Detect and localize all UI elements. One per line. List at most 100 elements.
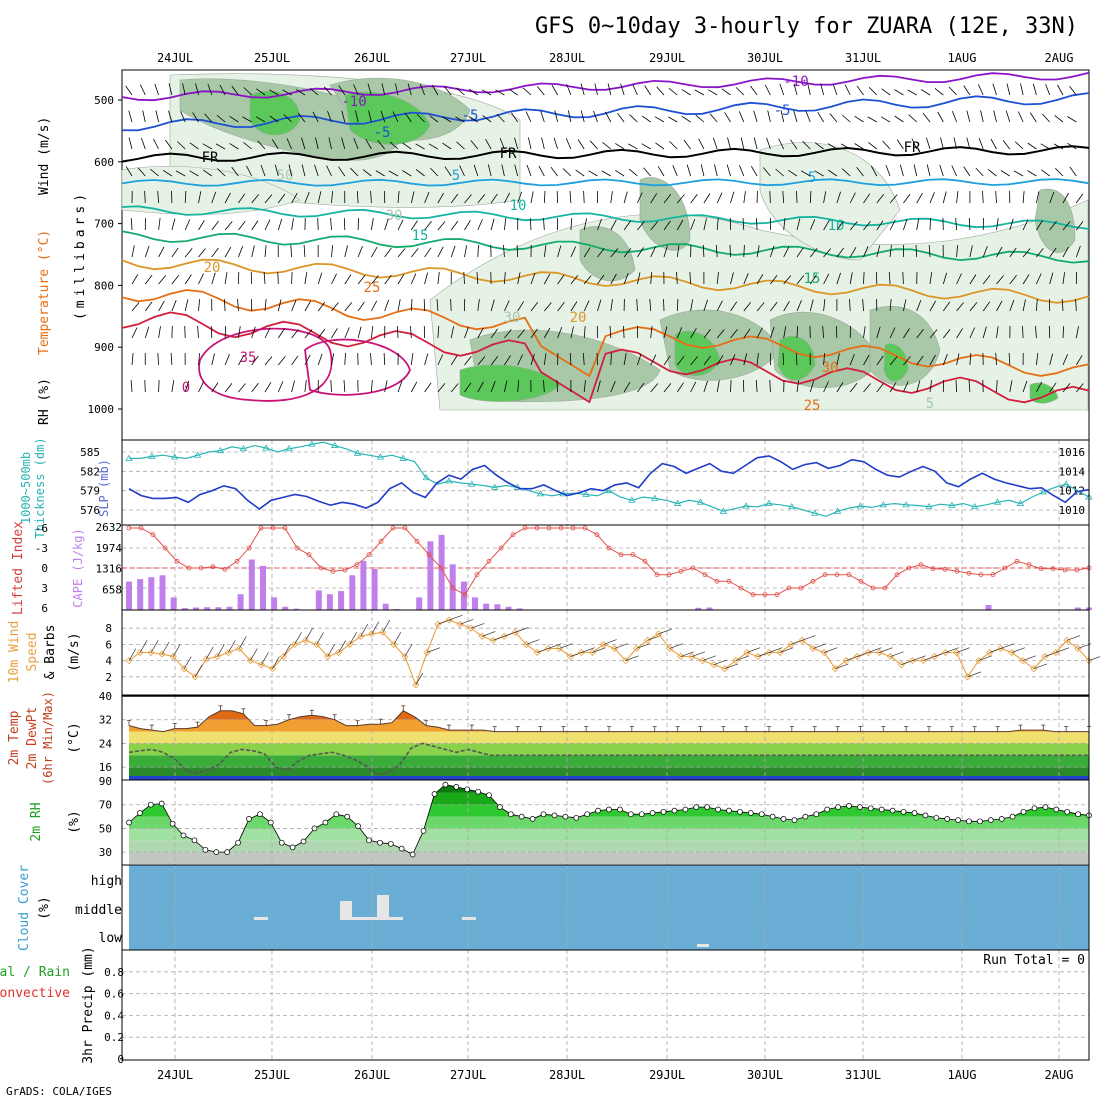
wind-barb [597, 299, 602, 312]
wind-barb [198, 381, 204, 393]
wind-barb [312, 111, 319, 123]
rh-marker [311, 825, 318, 832]
wind-barb [743, 328, 751, 339]
rh-marker [1075, 811, 1081, 818]
wind-barb [365, 138, 372, 150]
rh-marker [780, 816, 787, 822]
wind-barb [929, 300, 936, 312]
wind-barb [450, 245, 456, 258]
cape-bar [126, 581, 132, 610]
wind-barb [676, 356, 685, 366]
wind-barb [995, 190, 997, 204]
wind-barb [517, 301, 525, 312]
li-marker [918, 562, 924, 568]
wind-barb [809, 248, 818, 258]
wind-marker [224, 648, 232, 657]
wind-barb [350, 167, 359, 177]
thickness-marker [125, 454, 133, 461]
surface-wind-barb [349, 632, 358, 645]
wind-barb [184, 274, 192, 285]
wind-barb [823, 191, 827, 204]
wind-barb [570, 326, 574, 339]
wind-barb [367, 83, 372, 96]
wind-barb [700, 164, 705, 177]
wind-barb [926, 164, 931, 177]
wind-barb [982, 326, 987, 339]
li-marker [846, 572, 852, 578]
wind-barb [388, 170, 399, 177]
wind-barb [260, 164, 266, 177]
wind-barb [955, 379, 957, 393]
wind-barb [343, 379, 346, 393]
wind-barb [610, 219, 617, 231]
wind-barb [903, 299, 907, 312]
wind-barb [1009, 380, 1013, 393]
li-marker [1014, 558, 1020, 564]
wind-barb [596, 352, 598, 366]
wind-barb [344, 327, 350, 339]
wind-barb [164, 139, 173, 150]
wind-barb [238, 326, 241, 339]
wind-barb [317, 272, 323, 285]
wind-barb [144, 245, 150, 258]
rh-marker [1042, 804, 1049, 810]
rh-marker [846, 803, 852, 809]
surface-wind-barb [161, 641, 170, 655]
wind-barb [623, 272, 629, 285]
thickness-marker [331, 441, 339, 448]
wind-marker [235, 644, 243, 653]
wind-barb [231, 166, 239, 177]
wind-barb [597, 247, 605, 258]
wind-barb [424, 272, 428, 285]
li-marker [354, 562, 360, 568]
li-marker [822, 572, 828, 578]
cape-bar [382, 603, 389, 610]
wind-barb [637, 192, 643, 204]
wind-barb [238, 221, 246, 231]
li-marker [618, 552, 624, 558]
wind-barb [721, 88, 731, 96]
wind-barb [490, 299, 495, 312]
wind-barb [802, 141, 811, 150]
wind-barb [820, 83, 824, 96]
wind-barb [514, 164, 519, 177]
li-marker [174, 558, 180, 564]
date-label-bottom: 26JUL [354, 1068, 390, 1082]
thickness-marker [833, 507, 842, 514]
rh-marker [322, 819, 329, 826]
wind-barb [353, 84, 359, 96]
wind-barb [703, 299, 708, 312]
wind-barb [775, 168, 784, 177]
wind-barb [314, 164, 319, 177]
wind-barb [430, 167, 439, 177]
wind-barb [690, 381, 697, 393]
wind-barb [295, 89, 306, 96]
wind-barb [371, 275, 379, 285]
rh-band [129, 792, 1089, 805]
wind-marker [213, 652, 221, 661]
wind-barb [690, 327, 697, 339]
wind-barb [211, 353, 215, 366]
wind-barb [729, 244, 731, 258]
cape-bar [338, 591, 345, 610]
wind-barb [1000, 170, 1011, 177]
wind-barb [291, 218, 294, 231]
wind-barb [655, 142, 665, 150]
contour-label: 50 [277, 168, 294, 184]
isotherm [121, 230, 1090, 264]
wind-barb [1069, 85, 1077, 96]
wind-barb [809, 219, 816, 231]
wind-barb [575, 169, 585, 177]
wind-barb [637, 221, 645, 231]
wind-barb [184, 380, 190, 393]
wind-barb [854, 143, 864, 150]
li-marker [930, 566, 936, 572]
wind-barb [881, 88, 891, 96]
wind-barb [743, 353, 748, 366]
wind-barb [1022, 325, 1024, 339]
wind-barb [477, 327, 484, 339]
surface-wind-barb [459, 619, 474, 625]
cape-ylabel: CAPE (J/kg) [71, 528, 85, 607]
wind-barb [290, 244, 292, 258]
